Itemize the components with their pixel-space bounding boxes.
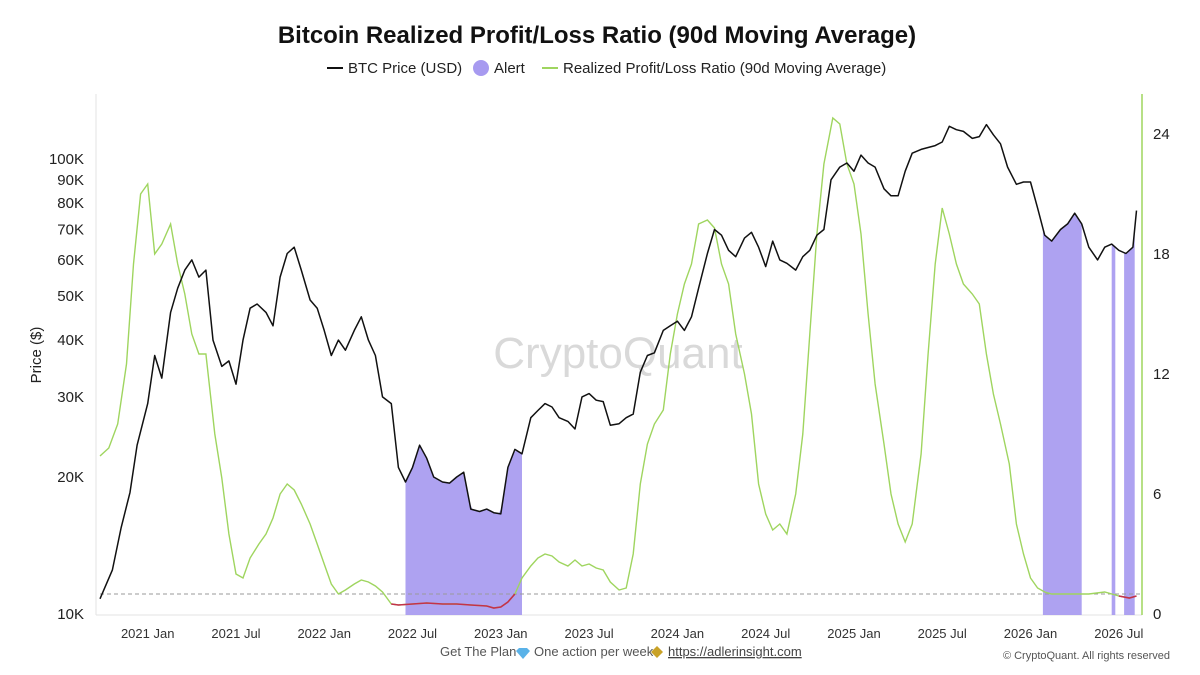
y-left-tick-label: 50K (57, 288, 84, 305)
x-tick-label: 2024 Jul (741, 626, 790, 641)
footer-link[interactable]: https://adlerinsight.com (668, 644, 802, 659)
y-right-ticks: 0 6 12 18 24 (1153, 126, 1170, 623)
ratio-line (99, 116, 1137, 609)
y-left-tick-label: 90K (57, 172, 84, 189)
legend-alert-swatch (473, 60, 489, 76)
diamond-gold-icon (651, 646, 663, 658)
y-left-ticks: 10K 20K 30K 40K 50K 60K 70K 80K 90K 100K (49, 151, 84, 623)
y-right-tick-label: 6 (1153, 486, 1161, 503)
y-left-tick-label: 80K (57, 195, 84, 212)
btc-price-line (99, 123, 1138, 600)
ratio-below-one-1 (1118, 595, 1137, 599)
y-right-tick-label: 24 (1153, 126, 1170, 143)
alert-bands (405, 213, 1135, 615)
watermark: CryptoQuant (493, 329, 742, 378)
x-tick-label: 2026 Jul (1094, 626, 1143, 641)
legend-alert-label[interactable]: Alert (494, 60, 526, 77)
x-tick-label: 2022 Jan (297, 626, 351, 641)
y-right-tick-label: 18 (1153, 246, 1170, 263)
copyright-notice: © CryptoQuant. All rights reserved (1003, 650, 1170, 662)
legend-ratio-label[interactable]: Realized Profit/Loss Ratio (90d Moving A… (563, 60, 886, 77)
series-lines (99, 116, 1138, 609)
alert-band-0 (405, 446, 522, 615)
y-left-tick-label: 20K (57, 469, 84, 486)
y-left-tick-label: 40K (57, 332, 84, 349)
y-right-tick-label: 0 (1153, 606, 1161, 623)
legend-price-label[interactable]: BTC Price (USD) (348, 60, 462, 77)
y-axis-label: Price ($) (28, 327, 45, 384)
alert-band-2 (1111, 244, 1116, 615)
y-left-tick-label: 70K (57, 222, 84, 239)
diamond-icon (516, 648, 530, 659)
x-tick-label: 2026 Jan (1004, 626, 1058, 641)
x-tick-label: 2022 Jul (388, 626, 437, 641)
x-tick-label: 2021 Jan (121, 626, 175, 641)
footer-promo: Get The Plan (440, 644, 516, 659)
x-ticks: 2021 Jan 2021 Jul 2022 Jan 2022 Jul 2023 Jan… (121, 626, 1144, 641)
ratio-below-one-0 (391, 593, 516, 609)
x-tick-label: 2021 Jul (211, 626, 260, 641)
y-left-tick-label: 60K (57, 252, 84, 269)
legend: BTC Price (USD) Alert Realized Profit/Lo… (327, 60, 886, 77)
alert-band-3 (1124, 228, 1135, 615)
x-tick-label: 2024 Jan (651, 626, 705, 641)
chart-title: Bitcoin Realized Profit/Loss Ratio (90d … (278, 22, 916, 49)
x-tick-label: 2025 Jul (918, 626, 967, 641)
alert-band-1 (1042, 213, 1082, 615)
x-tick-label: 2023 Jan (474, 626, 528, 641)
y-left-tick-label: 10K (57, 606, 84, 623)
footer-tagline: One action per week (534, 644, 654, 659)
x-tick-label: 2023 Jul (565, 626, 614, 641)
footer: Get The Plan One action per week https:/… (440, 644, 1170, 662)
x-tick-label: 2025 Jan (827, 626, 881, 641)
y-left-tick-label: 100K (49, 151, 84, 168)
y-right-tick-label: 12 (1153, 366, 1170, 383)
y-left-tick-label: 30K (57, 389, 84, 406)
